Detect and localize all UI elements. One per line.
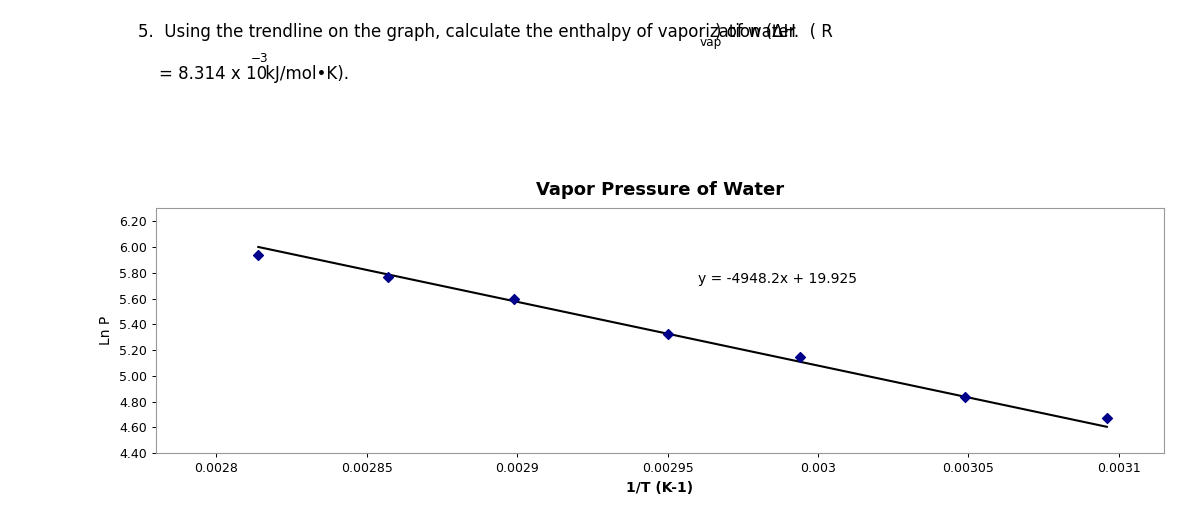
Text: y = -4948.2x + 19.925: y = -4948.2x + 19.925 (697, 272, 857, 286)
Point (956, 393, 976, 401)
Text: = 8.314 x 10: = 8.314 x 10 (138, 65, 268, 83)
Text: kJ/mol•K).: kJ/mol•K). (260, 65, 349, 83)
Point (504, 295, 523, 303)
Y-axis label: Ln P: Ln P (100, 316, 114, 345)
Point (658, 329, 677, 338)
X-axis label: 1/T (K-1): 1/T (K-1) (626, 481, 694, 495)
Point (1097, 414, 1116, 422)
Text: −3: −3 (251, 52, 268, 65)
Text: ) of water.  ( R: ) of water. ( R (715, 23, 833, 42)
Title: Vapor Pressure of Water: Vapor Pressure of Water (536, 180, 784, 199)
Point (248, 251, 268, 259)
Point (791, 353, 810, 361)
Text: 5.  Using the trendline on the graph, calculate the enthalpy of vaporization (ΔH: 5. Using the trendline on the graph, cal… (138, 23, 796, 42)
Text: vap: vap (700, 36, 722, 49)
Point (378, 272, 397, 281)
